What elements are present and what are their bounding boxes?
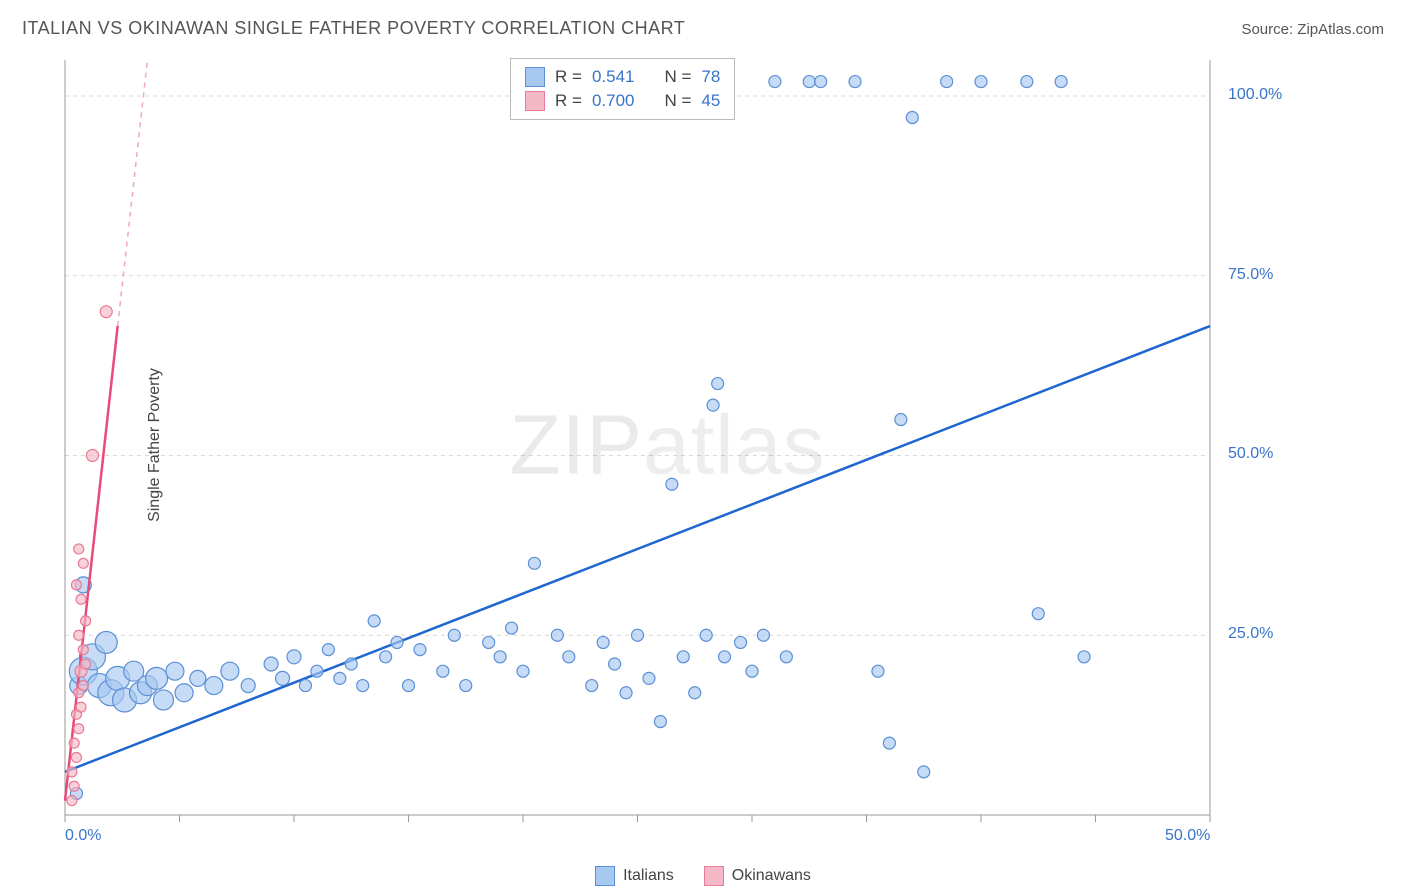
stats-row: R = 0.700N = 45 (525, 89, 720, 113)
legend-label: Okinawans (732, 867, 811, 885)
y-tick-label: 50.0% (1228, 445, 1273, 463)
legend-label: Italians (623, 867, 674, 885)
correlation-stats-box: R = 0.541N = 78R = 0.700N = 45 (510, 58, 735, 120)
y-tick-label: 100.0% (1228, 86, 1282, 104)
series-legend: Italians Okinawans (0, 866, 1406, 886)
chart-title: ITALIAN VS OKINAWAN SINGLE FATHER POVERT… (22, 18, 685, 39)
x-tick-label: 0.0% (65, 827, 101, 845)
legend-item: Okinawans (704, 866, 811, 886)
y-tick-label: 75.0% (1228, 266, 1273, 284)
stats-row: R = 0.541N = 78 (525, 65, 720, 89)
legend-swatch (704, 866, 724, 886)
stats-swatch (525, 67, 545, 87)
chart-canvas (60, 55, 1275, 835)
x-tick-label: 50.0% (1165, 827, 1210, 845)
stats-swatch (525, 91, 545, 111)
y-tick-label: 25.0% (1228, 625, 1273, 643)
source-attribution: Source: ZipAtlas.com (1241, 21, 1384, 38)
legend-swatch (595, 866, 615, 886)
y-axis-label: Single Father Poverty (146, 368, 164, 522)
scatter-plot: Single Father Poverty ZIPatlas 25.0%50.0… (60, 55, 1275, 835)
legend-item: Italians (595, 866, 674, 886)
